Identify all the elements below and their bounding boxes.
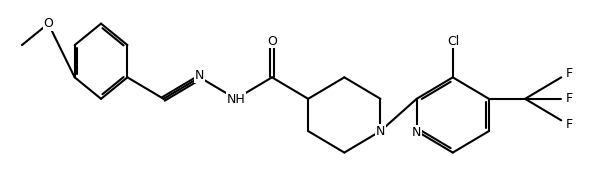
Text: F: F (565, 67, 573, 80)
Text: O: O (44, 17, 53, 30)
Text: N: N (412, 125, 421, 139)
Text: N: N (376, 125, 385, 138)
Text: Cl: Cl (448, 35, 460, 48)
Text: O: O (267, 35, 277, 48)
Text: F: F (565, 118, 573, 131)
Text: N: N (195, 69, 204, 82)
Text: F: F (565, 92, 573, 105)
Text: NH: NH (227, 93, 245, 106)
